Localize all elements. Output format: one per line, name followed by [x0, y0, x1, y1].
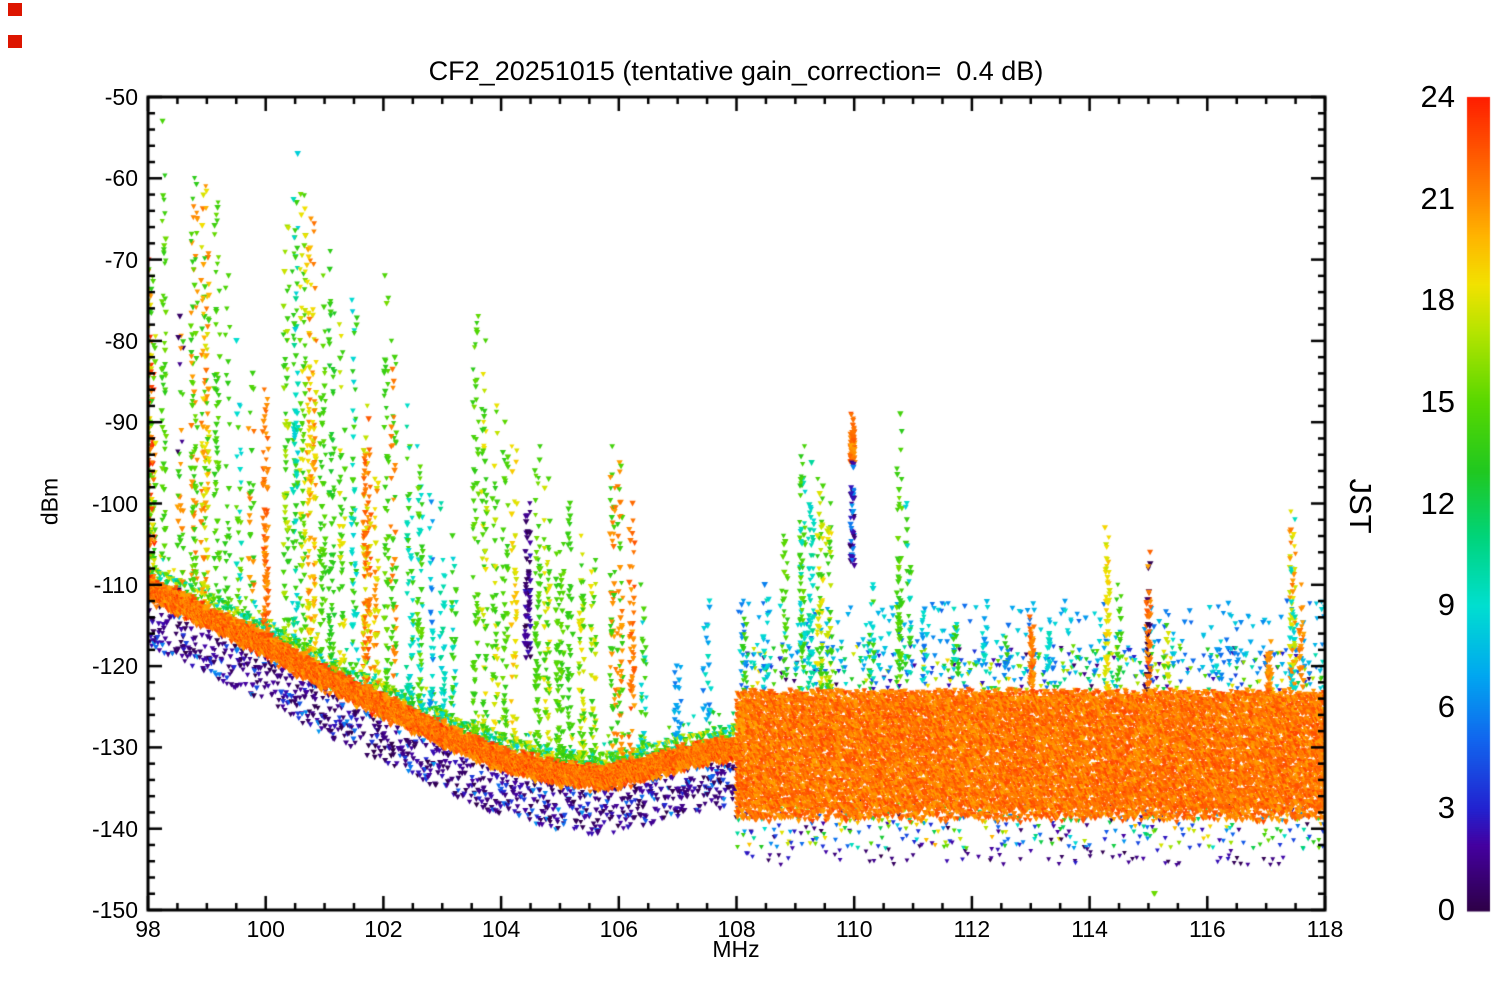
- y-tick-label: -100: [91, 490, 138, 517]
- x-tick-label: 102: [364, 916, 403, 942]
- x-tick-label: 104: [481, 916, 521, 942]
- x-tick-label: 118: [1306, 916, 1344, 942]
- x-tick-label: 112: [953, 916, 991, 942]
- y-axis-label: dBm: [36, 477, 63, 526]
- x-tick-label: 108: [717, 916, 756, 942]
- colorbar-tick-label: 21: [1420, 180, 1455, 216]
- y-tick-label: -150: [91, 897, 138, 923]
- plot-title: CF2_20251015 (tentative gain_correction=…: [428, 56, 1044, 86]
- x-tick-label: 116: [1188, 916, 1226, 942]
- x-axis-label: MHz: [712, 936, 760, 962]
- colorbar-tick-label: 0: [1437, 892, 1455, 927]
- corner-artifact-mark: [8, 35, 22, 48]
- colorbar-tick-label: 3: [1437, 790, 1455, 826]
- y-tick-label: -70: [104, 246, 138, 273]
- x-tick-label: 106: [599, 916, 638, 942]
- y-tick-label: -140: [91, 815, 138, 842]
- colorbar-tick-label: 18: [1420, 282, 1455, 318]
- x-tick-label: 100: [246, 916, 285, 942]
- y-tick-label: -90: [104, 409, 138, 436]
- y-tick-label: -50: [104, 84, 138, 110]
- y-tick-label: -110: [93, 571, 138, 598]
- y-tick-label: -130: [91, 734, 138, 761]
- colorbar-tick-label: 15: [1420, 383, 1455, 419]
- colorbar-label: JST: [1343, 478, 1378, 534]
- colorbar-tick-label: 24: [1420, 79, 1455, 114]
- colorbar-tick-label: 9: [1437, 587, 1455, 623]
- colorbar-tick-label: 12: [1420, 485, 1455, 521]
- x-tick-label: 110: [835, 916, 873, 942]
- colorbar-tick-label: 6: [1437, 688, 1455, 724]
- y-tick-label: -80: [104, 327, 138, 354]
- corner-artifact-mark: [8, 3, 22, 16]
- x-tick-label: 98: [135, 916, 161, 942]
- x-tick-label: 114: [1071, 916, 1108, 942]
- y-tick-label: -60: [104, 165, 138, 192]
- y-tick-label: -120: [91, 653, 138, 680]
